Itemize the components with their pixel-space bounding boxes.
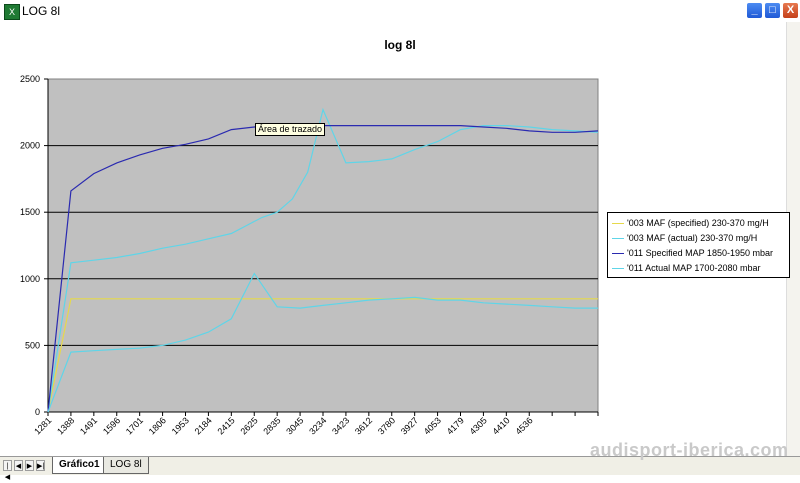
series-line-4 bbox=[47, 272, 598, 413]
x-tick-label: 1281 bbox=[32, 415, 53, 436]
series-line-1 bbox=[47, 298, 598, 413]
tab-grafico1[interactable]: Gráfico1 bbox=[52, 457, 107, 474]
legend-item-map-actual: '011 Actual MAP 1700-2080 mbar bbox=[612, 262, 760, 274]
y-tick-label: 0 bbox=[35, 407, 40, 417]
y-tick-label: 1000 bbox=[20, 274, 40, 284]
tab-log-8l[interactable]: LOG 8l bbox=[103, 457, 149, 474]
y-tick-label: 500 bbox=[25, 340, 40, 350]
legend-item-maf-specified: '003 MAF (specified) 230-370 mg/H bbox=[612, 217, 769, 229]
y-tick-label: 1500 bbox=[20, 207, 40, 217]
x-tick-label: 4179 bbox=[445, 415, 466, 436]
x-tick-label: 2415 bbox=[216, 415, 237, 436]
legend-swatch bbox=[612, 253, 624, 255]
first-sheet-button[interactable]: |◀ bbox=[3, 460, 12, 481]
x-tick-label: 4305 bbox=[468, 415, 489, 436]
legend-label: '011 Actual MAP 1700-2080 mbar bbox=[627, 263, 761, 273]
x-tick-label: 1701 bbox=[124, 415, 145, 436]
x-tick-label: 3780 bbox=[376, 415, 397, 436]
x-tick-label: 2625 bbox=[238, 415, 259, 436]
x-tick-label: 4410 bbox=[491, 415, 512, 436]
maximize-button[interactable]: □ bbox=[764, 2, 781, 19]
plot-area-tooltip: Área de trazado bbox=[255, 123, 326, 136]
legend-swatch bbox=[612, 238, 624, 240]
legend-label: '003 MAF (specified) 230-370 mg/H bbox=[627, 218, 769, 228]
x-tick-label: 3612 bbox=[353, 415, 374, 436]
x-tick-label: 4053 bbox=[422, 415, 443, 436]
y-tick-label: 2000 bbox=[20, 141, 40, 151]
x-tick-label: 3423 bbox=[330, 415, 351, 436]
x-tick-label: 3927 bbox=[399, 415, 420, 436]
x-tick-label: 4536 bbox=[513, 415, 534, 436]
legend-swatch bbox=[612, 268, 624, 270]
minimize-button[interactable]: _ bbox=[746, 2, 763, 19]
window-title: LOG 8l bbox=[22, 4, 61, 18]
next-sheet-button[interactable]: ▶ bbox=[25, 460, 34, 471]
window-titlebar: X LOG 8l _ □ X bbox=[0, 0, 800, 23]
prev-sheet-button[interactable]: ◀ bbox=[14, 460, 23, 471]
close-button[interactable]: X bbox=[782, 2, 799, 19]
x-tick-label: 3045 bbox=[284, 415, 305, 436]
chart-title: log 8l bbox=[384, 38, 416, 52]
chart-legend[interactable]: '003 MAF (specified) 230-370 mg/H '003 M… bbox=[607, 212, 790, 278]
series-line-2 bbox=[47, 107, 599, 413]
x-tick-label: 1806 bbox=[147, 415, 168, 436]
excel-icon: X bbox=[4, 4, 20, 20]
y-tick-label: 2500 bbox=[20, 74, 40, 84]
watermark: audisport-iberica.com bbox=[590, 440, 789, 460]
x-tick-label: 2184 bbox=[193, 415, 214, 436]
legend-item-maf-actual: '003 MAF (actual) 230-370 mg/H bbox=[612, 232, 757, 244]
x-tick-label: 1388 bbox=[55, 415, 76, 436]
x-tick-label: 1953 bbox=[170, 415, 191, 436]
legend-label: '003 MAF (actual) 230-370 mg/H bbox=[627, 233, 758, 243]
legend-swatch bbox=[612, 223, 624, 225]
legend-item-map-specified: '011 Specified MAP 1850-1950 mbar bbox=[612, 247, 773, 259]
x-tick-label: 3234 bbox=[307, 415, 328, 436]
x-tick-label: 2835 bbox=[261, 415, 282, 436]
x-tick-label: 1596 bbox=[101, 415, 122, 436]
legend-label: '011 Specified MAP 1850-1950 mbar bbox=[627, 248, 773, 258]
x-tick-label: 1491 bbox=[78, 415, 99, 436]
last-sheet-button[interactable]: ▶| bbox=[36, 460, 45, 471]
